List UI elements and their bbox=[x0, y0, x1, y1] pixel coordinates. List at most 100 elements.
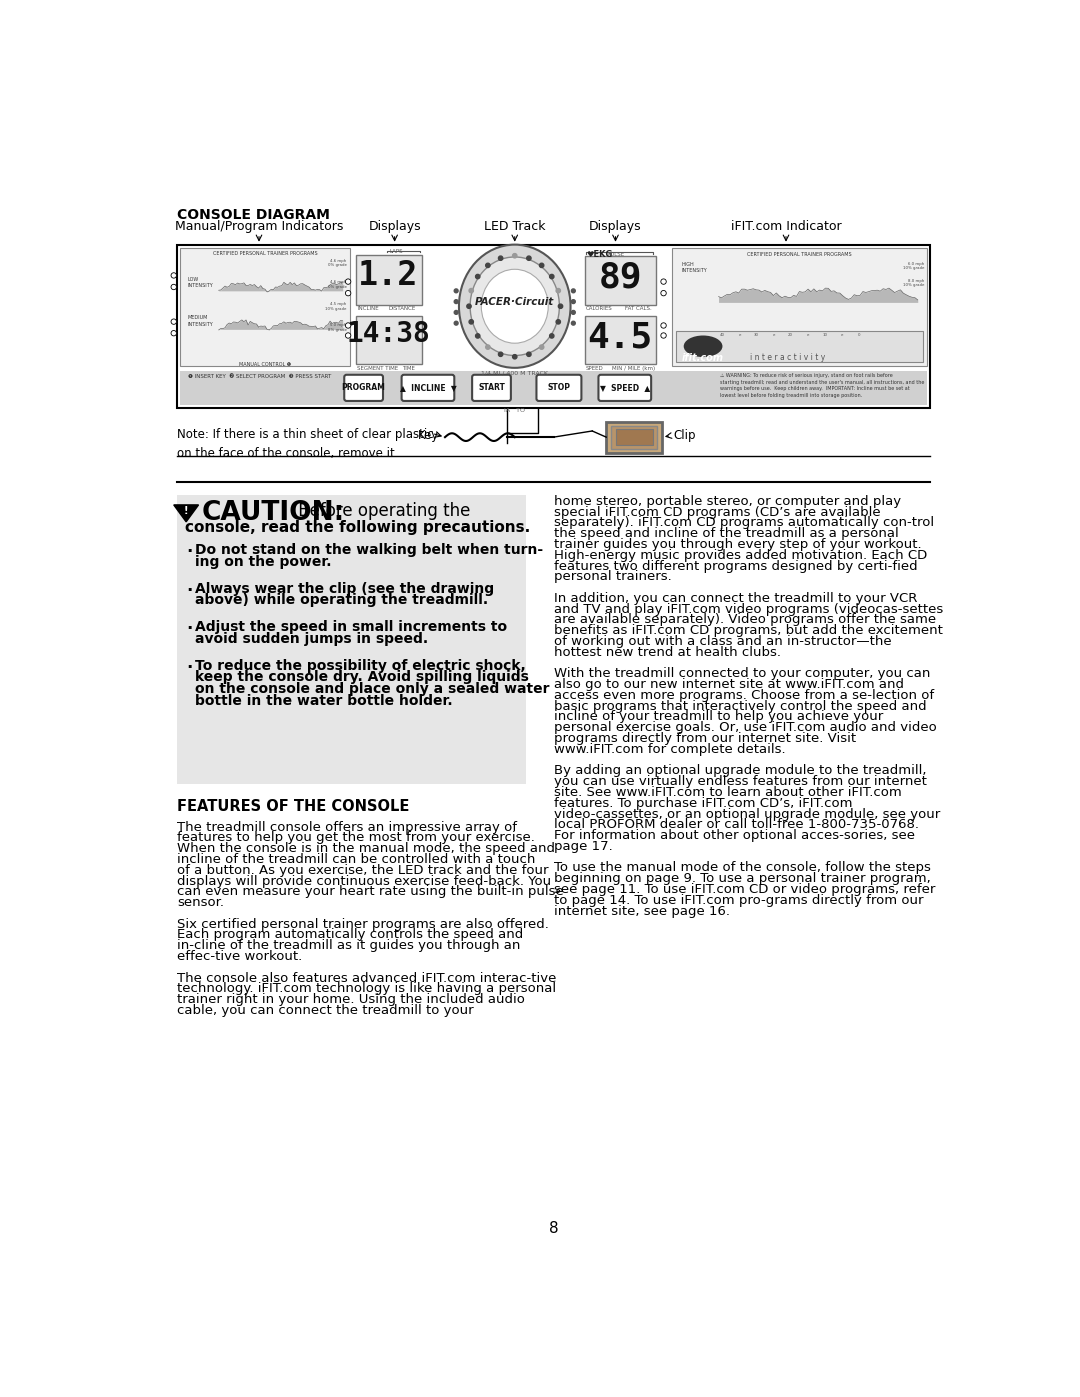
Bar bbox=[180, 247, 350, 366]
Text: trainer guides you through every step of your workout.: trainer guides you through every step of… bbox=[554, 538, 921, 550]
Text: ·: · bbox=[186, 659, 192, 678]
Text: 8.0 mph
10% grade: 8.0 mph 10% grade bbox=[903, 278, 924, 288]
Bar bbox=[611, 426, 658, 448]
Ellipse shape bbox=[482, 270, 549, 344]
Circle shape bbox=[346, 291, 351, 296]
Text: on the console and place only a sealed water: on the console and place only a sealed w… bbox=[195, 682, 550, 696]
Circle shape bbox=[558, 305, 563, 309]
Text: can even measure your heart rate using the built-in pulse: can even measure your heart rate using t… bbox=[177, 886, 564, 898]
Text: the speed and incline of the treadmill as a personal: the speed and incline of the treadmill a… bbox=[554, 527, 899, 541]
Text: In addition, you can connect the treadmill to your VCR: In addition, you can connect the treadmi… bbox=[554, 592, 917, 605]
Text: incline of your treadmill to help you achieve your: incline of your treadmill to help you ac… bbox=[554, 711, 882, 724]
Text: e: e bbox=[840, 334, 843, 337]
Text: ·: · bbox=[186, 583, 192, 599]
Ellipse shape bbox=[684, 335, 723, 358]
Text: Six certified personal trainer programs are also offered.: Six certified personal trainer programs … bbox=[177, 918, 549, 930]
Circle shape bbox=[171, 285, 176, 289]
Text: LAPS: LAPS bbox=[389, 249, 403, 254]
Text: With the treadmill connected to your computer, you can: With the treadmill connected to your com… bbox=[554, 668, 930, 680]
Bar bbox=[180, 372, 927, 405]
Text: are available separately). Video programs offer the same: are available separately). Video program… bbox=[554, 613, 935, 626]
Text: personal exercise goals. Or, use iFIT.com audio and video: personal exercise goals. Or, use iFIT.co… bbox=[554, 721, 936, 735]
Circle shape bbox=[527, 256, 531, 260]
Text: iFIT.com Indicator: iFIT.com Indicator bbox=[731, 219, 841, 233]
Text: also go to our new internet site at www.iFIT.com and: also go to our new internet site at www.… bbox=[554, 678, 904, 692]
Circle shape bbox=[499, 352, 503, 356]
Circle shape bbox=[475, 274, 480, 279]
Text: Each program automatically controls the speed and: Each program automatically controls the … bbox=[177, 929, 523, 942]
Text: hottest new trend at health clubs.: hottest new trend at health clubs. bbox=[554, 645, 781, 659]
Text: FAT CALS.: FAT CALS. bbox=[625, 306, 651, 312]
Text: 20: 20 bbox=[788, 334, 793, 337]
Text: The console also features advanced iFIT.com interac-tive: The console also features advanced iFIT.… bbox=[177, 971, 556, 985]
Circle shape bbox=[346, 279, 351, 285]
Circle shape bbox=[540, 263, 544, 268]
Circle shape bbox=[455, 300, 458, 303]
Text: video-cassettes, or an optional upgrade module, see your: video-cassettes, or an optional upgrade … bbox=[554, 807, 940, 820]
Text: of a button. As you exercise, the LED track and the four: of a button. As you exercise, the LED tr… bbox=[177, 863, 549, 877]
Text: FEATURES OF THE CONSOLE: FEATURES OF THE CONSOLE bbox=[177, 799, 409, 814]
Circle shape bbox=[469, 320, 473, 324]
Text: 14:38: 14:38 bbox=[347, 320, 430, 348]
Text: ⚠ WARNING: To reduce risk of serious injury, stand on foot rails before
starting: ⚠ WARNING: To reduce risk of serious inj… bbox=[720, 373, 924, 398]
Text: To reduce the possibility of electric shock,: To reduce the possibility of electric sh… bbox=[195, 659, 526, 673]
Text: 1.2: 1.2 bbox=[359, 260, 419, 292]
Text: Always wear the clip (see the drawing: Always wear the clip (see the drawing bbox=[195, 583, 495, 597]
Text: ▼  SPEED  ▲: ▼ SPEED ▲ bbox=[599, 383, 650, 391]
Text: 10: 10 bbox=[822, 334, 827, 337]
Bar bbox=[672, 247, 927, 366]
Circle shape bbox=[556, 288, 561, 293]
Text: CONSOLE DIAGRAM: CONSOLE DIAGRAM bbox=[177, 208, 329, 222]
Text: 6.0 mph
10% grade: 6.0 mph 10% grade bbox=[903, 261, 924, 271]
Text: START: START bbox=[478, 383, 505, 391]
Polygon shape bbox=[174, 504, 199, 522]
Text: access even more programs. Choose from a se-lection of: access even more programs. Choose from a… bbox=[554, 689, 933, 701]
Text: 4.5: 4.5 bbox=[588, 320, 652, 353]
Circle shape bbox=[469, 288, 473, 293]
Text: ing on the power.: ing on the power. bbox=[195, 555, 332, 569]
Text: www.iFIT.com for complete details.: www.iFIT.com for complete details. bbox=[554, 743, 785, 756]
Text: trainer right in your home. Using the included audio: trainer right in your home. Using the in… bbox=[177, 993, 525, 1006]
Circle shape bbox=[455, 289, 458, 293]
Text: to page 14. To use iFIT.com pro-grams directly from our: to page 14. To use iFIT.com pro-grams di… bbox=[554, 894, 923, 907]
Bar bbox=[356, 316, 422, 365]
Circle shape bbox=[550, 274, 554, 279]
Circle shape bbox=[661, 323, 666, 328]
Text: separately). iFIT.com CD programs automatically con-trol: separately). iFIT.com CD programs automa… bbox=[554, 517, 933, 529]
Text: special iFIT.com CD programs (CD’s are available: special iFIT.com CD programs (CD’s are a… bbox=[554, 506, 880, 518]
Text: i n t e r a c t i v i t y: i n t e r a c t i v i t y bbox=[750, 353, 825, 362]
Text: ·: · bbox=[186, 620, 192, 638]
Text: 8: 8 bbox=[549, 1221, 558, 1236]
Text: TIME: TIME bbox=[403, 366, 415, 370]
Text: avoid sudden jumps in speed.: avoid sudden jumps in speed. bbox=[195, 631, 429, 645]
Text: 30: 30 bbox=[754, 334, 759, 337]
FancyBboxPatch shape bbox=[345, 374, 383, 401]
Text: in-cline of the treadmill as it guides you through an: in-cline of the treadmill as it guides y… bbox=[177, 939, 521, 953]
Text: local PROFORM dealer or call toll-free 1-800-735-0768.: local PROFORM dealer or call toll-free 1… bbox=[554, 819, 918, 831]
Text: 4.6 mph
0% grade: 4.6 mph 0% grade bbox=[327, 279, 347, 289]
FancyBboxPatch shape bbox=[472, 374, 511, 401]
Text: MEDIUM
INTENSITY: MEDIUM INTENSITY bbox=[188, 316, 214, 327]
FancyBboxPatch shape bbox=[537, 374, 581, 401]
Text: 0: 0 bbox=[858, 334, 860, 337]
Circle shape bbox=[540, 345, 544, 349]
Circle shape bbox=[661, 332, 666, 338]
Text: e: e bbox=[772, 334, 774, 337]
Text: features two different programs designed by certi-fied: features two different programs designed… bbox=[554, 560, 917, 573]
Circle shape bbox=[486, 345, 490, 349]
Text: MANUAL CONTROL ❶: MANUAL CONTROL ❶ bbox=[239, 362, 292, 366]
Text: IA   TO: IA TO bbox=[504, 408, 525, 414]
Bar bbox=[584, 316, 656, 365]
Text: By adding an optional upgrade module to the treadmill,: By adding an optional upgrade module to … bbox=[554, 764, 926, 777]
Text: Clip: Clip bbox=[674, 429, 697, 443]
Text: ❶ INSERT KEY  ❷ SELECT PROGRAM  ❸ PRESS START: ❶ INSERT KEY ❷ SELECT PROGRAM ❸ PRESS ST… bbox=[188, 374, 330, 379]
Text: of working out with a class and an in-structor—the: of working out with a class and an in-st… bbox=[554, 636, 891, 648]
Circle shape bbox=[527, 352, 531, 356]
Circle shape bbox=[556, 320, 561, 324]
Text: 4.6 mph
0% grade: 4.6 mph 0% grade bbox=[327, 258, 347, 267]
Text: programs directly from our internet site. Visit: programs directly from our internet site… bbox=[554, 732, 855, 745]
Text: page 17.: page 17. bbox=[554, 840, 612, 852]
Text: sensor.: sensor. bbox=[177, 895, 224, 909]
Text: Manual/Program Indicators: Manual/Program Indicators bbox=[175, 219, 343, 233]
Circle shape bbox=[455, 310, 458, 314]
